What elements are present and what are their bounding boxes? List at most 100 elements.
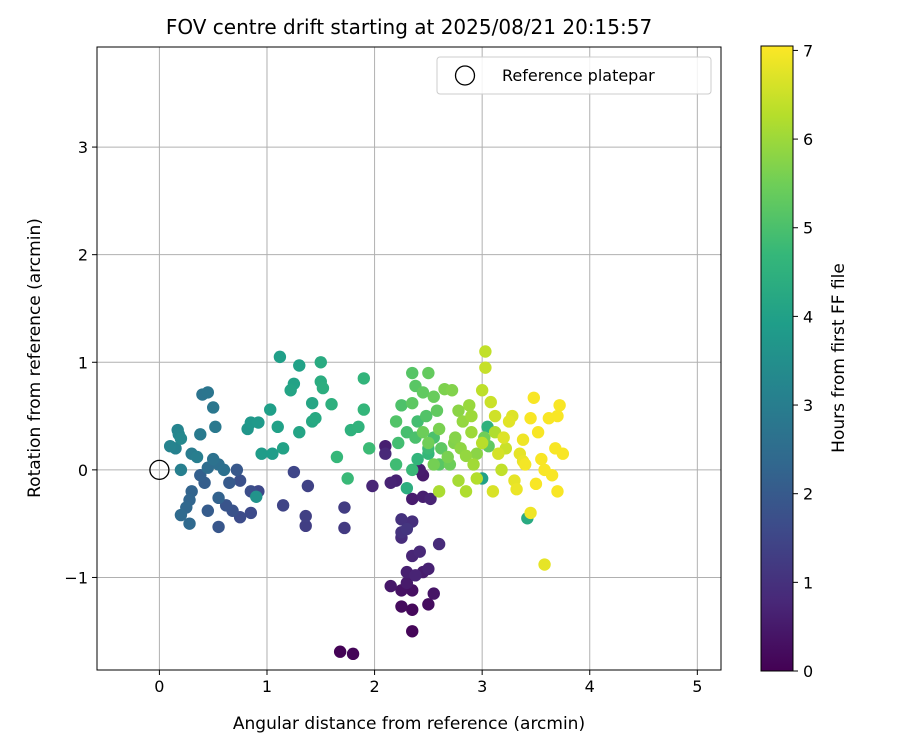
data-point [422, 598, 435, 611]
data-point [551, 485, 564, 498]
data-point [427, 458, 440, 471]
legend-label: Reference platepar [502, 66, 655, 85]
data-point [338, 521, 351, 535]
colorbar-tick-label: 5 [803, 219, 813, 238]
data-point [545, 469, 559, 482]
data-point [201, 386, 215, 399]
y-tick-label: −1 [64, 568, 88, 587]
data-point [325, 398, 338, 411]
data-point [486, 485, 500, 498]
data-point [409, 569, 422, 582]
x-axis-ticks: 0 1 2 3 4 5 [154, 670, 702, 696]
data-point [206, 401, 220, 414]
data-point [264, 403, 277, 416]
legend-marker [454, 65, 476, 86]
data-point [422, 562, 435, 576]
data-point [276, 499, 290, 512]
data-point [352, 420, 365, 434]
data-point [427, 390, 440, 403]
data-point [174, 508, 188, 522]
data-point [392, 436, 405, 450]
colorbar-tick-label: 3 [803, 396, 813, 415]
colorbar-tick-label: 2 [803, 485, 813, 504]
data-point [449, 431, 462, 444]
data-point [488, 409, 502, 423]
data-point [389, 415, 403, 428]
data-point [293, 426, 306, 439]
data-point [305, 396, 319, 410]
chart-title: FOV centre drift starting at 2025/08/21 … [166, 15, 652, 39]
x-tick-label: 3 [477, 677, 487, 696]
y-tick-label: 2 [78, 246, 88, 265]
data-point [452, 404, 465, 417]
data-point [406, 492, 419, 506]
data-point [299, 519, 312, 533]
data-point [465, 426, 478, 439]
data-point [287, 465, 301, 479]
data-point [223, 476, 236, 489]
data-point [538, 558, 551, 571]
data-point [309, 412, 322, 425]
data-point [556, 447, 570, 460]
legend-box [436, 56, 712, 95]
data-point [250, 490, 263, 503]
data-point [470, 472, 483, 485]
data-point [276, 442, 290, 455]
x-tick-label: 4 [585, 677, 595, 696]
data-point [301, 479, 315, 493]
data-point [531, 426, 545, 439]
data-point [206, 452, 220, 466]
data-point [435, 442, 448, 455]
data-point [535, 452, 548, 466]
x-axis-label: Angular distance from reference (arcmin) [233, 714, 585, 734]
data-point [346, 647, 360, 661]
data-point [400, 522, 414, 536]
data-point [492, 447, 505, 460]
colorbar-tick-label: 6 [803, 130, 813, 149]
data-point [553, 399, 566, 412]
y-axis-ticks: −1 0 1 2 3 [64, 138, 97, 587]
data-point [497, 431, 510, 444]
data-point [422, 436, 435, 450]
data-point [314, 356, 327, 369]
data-point [190, 450, 204, 464]
data-point [219, 499, 233, 512]
x-tick-label: 5 [692, 677, 702, 696]
x-tick-label: 0 [154, 677, 164, 696]
data-point [255, 447, 268, 460]
data-point [163, 439, 177, 453]
data-point [252, 416, 265, 429]
data-point [459, 485, 473, 498]
data-point [430, 404, 444, 417]
data-point [217, 463, 231, 477]
data-point [416, 386, 430, 399]
data-point [406, 463, 419, 477]
data-point [395, 600, 408, 613]
data-point [183, 517, 196, 530]
data-point [194, 469, 207, 482]
data-point [362, 442, 376, 455]
data-point [524, 506, 537, 520]
legend: Reference platepar [436, 56, 712, 95]
data-point [406, 625, 419, 638]
data-point [400, 481, 414, 495]
data-point [475, 384, 489, 397]
data-point [209, 420, 222, 434]
data-point [470, 447, 483, 460]
data-point [422, 366, 435, 380]
data-point [316, 381, 330, 395]
data-point [395, 513, 408, 526]
data-point [212, 520, 225, 534]
data-point [510, 483, 523, 496]
data-point [475, 436, 489, 450]
y-tick-label: 0 [78, 461, 88, 480]
data-point [406, 396, 419, 410]
y-axis-label: Rotation from reference (arcmin) [25, 218, 45, 498]
data-point [406, 366, 419, 380]
data-point [411, 452, 424, 466]
data-point [479, 345, 492, 358]
data-point [174, 432, 188, 445]
data-point [201, 504, 215, 517]
data-point [379, 447, 392, 460]
